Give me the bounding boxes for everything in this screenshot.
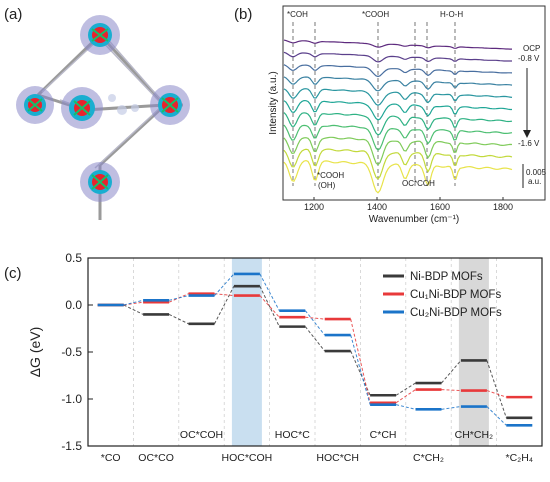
ir-spectrum-trace: [283, 76, 513, 92]
ir-y-axis-label: Intensity (a.u.): [268, 71, 279, 134]
y-axis-ticks: 0.5 0.0 -0.5 -1.0 -1.5: [61, 251, 93, 453]
ir-label-hoh: H-O-H: [440, 10, 463, 19]
ir-scale-value: 0.005: [526, 168, 547, 177]
series-connectors: [123, 273, 507, 426]
ir-x-axis-label: Wavenumber (cm⁻¹): [369, 214, 459, 225]
pore-linker-glow: [108, 94, 139, 115]
panel-b: (b) Intensity (a.u.) Wavenumber (cm⁻¹) 1…: [234, 5, 547, 225]
panel-b-label: (b): [234, 6, 252, 23]
ir-spectrum-trace: [283, 136, 513, 166]
level-connector: [441, 389, 461, 392]
level-connector: [486, 406, 507, 426]
ir-plot-frame: [282, 5, 546, 201]
level-connector: [395, 389, 416, 404]
panel-a: (a): [4, 6, 190, 220]
legend: Ni-BDP MOFs Cu₁Ni-BDP MOFs Cu₂Ni-BDP MOFs: [383, 271, 502, 319]
panel-c-label: (c): [4, 265, 22, 282]
legend-label: Cu₁Ni-BDP MOFs: [410, 289, 501, 301]
level-connector: [168, 293, 189, 303]
ir-spectrum-trace: [283, 64, 513, 78]
ir-label-occoh: OC*COH: [402, 179, 435, 188]
ir-potential-arrow-head: [523, 130, 531, 138]
intermediate-label-bottom: HOC*COH: [222, 452, 273, 464]
ir-label-cooh-top: *COOH: [362, 10, 389, 19]
ir-band-markers: [292, 22, 456, 186]
intermediate-label-upper: HOC*C: [275, 429, 310, 441]
ir-spectrum-trace: [283, 51, 512, 63]
level-connector: [441, 406, 461, 410]
y-tick-label: -0.5: [61, 345, 82, 359]
y-tick-label: 0.5: [65, 251, 82, 265]
level-connector: [304, 326, 326, 352]
intermediate-label-bottom: *C₂H₄: [505, 452, 533, 464]
ir-scale-unit: a.u.: [528, 177, 541, 186]
ir-label-ocp: OCP: [523, 44, 540, 53]
metal-node-left: [16, 86, 54, 124]
level-connector: [214, 293, 234, 297]
metal-node-top: [80, 15, 120, 55]
panel-a-label: (a): [4, 6, 22, 23]
ir-x-tick-1600: 1600: [430, 202, 450, 212]
ir-label-oh: (OH): [318, 181, 336, 190]
ir-spectrum-trace: [283, 99, 512, 121]
metal-node-right: [150, 85, 190, 125]
level-connector: [350, 318, 371, 403]
mof-structure-image: [16, 15, 190, 220]
energy-levels: [97, 272, 533, 427]
ir-label-v-bottom: -1.6 V: [518, 139, 540, 148]
level-connector: [168, 295, 189, 301]
ir-spectrum-trace: [283, 39, 512, 50]
ir-spectra: [283, 39, 513, 194]
level-connector: [486, 360, 507, 418]
vertical-gridlines: [133, 258, 497, 446]
level-connector: [123, 301, 144, 306]
ir-label-v-top: -0.8 V: [518, 54, 540, 63]
metal-node-bottom: [80, 162, 120, 202]
ir-label-cooh-bottom: *COOH: [317, 171, 344, 180]
level-connector: [395, 382, 416, 396]
intermediate-label-upper: C*CH: [370, 429, 397, 441]
intermediate-label-bottom: *CO: [101, 452, 121, 464]
intermediate-label-bottom: HOC*CH: [316, 452, 359, 464]
legend-label: Cu₂Ni-BDP MOFs: [410, 307, 502, 319]
highlight-band: [231, 258, 262, 446]
ir-spectrum-trace: [283, 148, 513, 180]
y-tick-label: -1.5: [61, 439, 82, 453]
legend-label: Ni-BDP MOFs: [410, 271, 483, 283]
intermediate-label-upper: CH*CH₂: [455, 429, 494, 441]
y-tick-label: 0.0: [65, 298, 82, 312]
ir-x-ticks: 1200 1400 1600 1800: [304, 197, 513, 212]
ir-x-tick-1200: 1200: [304, 202, 324, 212]
y-axis-label: ΔG (eV): [27, 327, 43, 378]
level-connector: [214, 285, 235, 325]
intermediate-label-upper: OC*COH: [180, 429, 223, 441]
level-connector: [259, 285, 280, 327]
level-connector: [123, 304, 144, 315]
level-connector: [123, 299, 144, 306]
ir-spectrum-trace: [283, 159, 513, 194]
metal-node-center: [61, 87, 103, 129]
level-connector: [350, 334, 371, 405]
y-tick-label: -1.0: [61, 392, 82, 406]
ir-x-tick-1400: 1400: [367, 202, 387, 212]
intermediate-label-bottom: OC*CO: [138, 452, 174, 464]
level-connector: [259, 273, 280, 311]
ir-spectrum-trace: [283, 88, 513, 106]
panel-c: (c) 0.5 0.0 -0.5 -1.0 -1.5 ΔG (eV) OC*COH HOC…: [4, 251, 543, 464]
level-connector: [305, 316, 325, 320]
ir-label-coh: *COH: [287, 10, 308, 19]
level-connector: [168, 313, 189, 325]
highlight-bands: [231, 258, 489, 446]
ir-x-tick-1800: 1800: [493, 202, 513, 212]
intermediate-labels: OC*COH HOC*C C*CH CH*CH₂ *CO OC*CO HOC*COH HOC*…: [101, 429, 533, 464]
intermediate-label-bottom: C*CH₂: [413, 452, 444, 464]
highlight-band: [458, 258, 489, 446]
ir-annotations: *COH *COOH H-O-H *COOH (OH) OC*COH OCP -…: [287, 10, 547, 190]
ir-spectrum-trace: [283, 124, 513, 151]
level-connector: [304, 310, 326, 336]
level-connector: [486, 390, 507, 398]
level-connector: [395, 404, 416, 410]
ir-spectrum-trace: [283, 112, 513, 136]
